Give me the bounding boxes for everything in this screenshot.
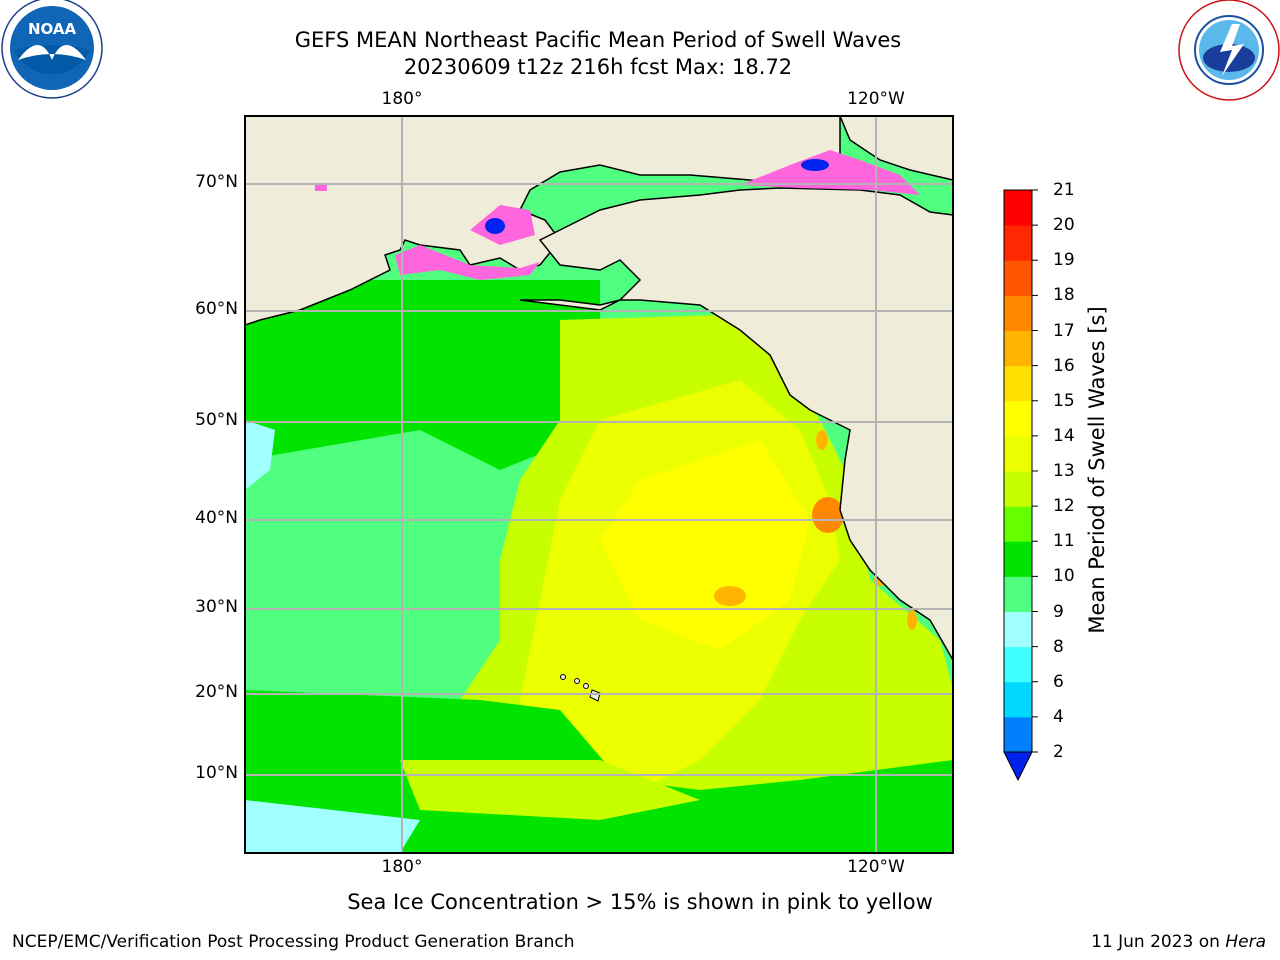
map-title-line1: GEFS MEAN Northeast Pacific Mean Period … (294, 28, 902, 52)
colorbar-tick-label: 13 (1053, 461, 1075, 481)
lat-label-70n: 70°N (195, 172, 238, 192)
colorbar-tick-label: 20 (1053, 215, 1075, 236)
colorbar-segment (1004, 681, 1032, 718)
colorbar-label: Mean Period of Swell Waves [s] (1085, 306, 1109, 634)
nws-logo (1178, 0, 1280, 101)
footer-branch: NCEP/EMC/Verification Post Processing Pr… (12, 932, 575, 952)
colorbar-segment (1004, 646, 1032, 683)
colorbar-tick-label: 10 (1053, 566, 1075, 587)
lat-label-10n: 10°N (195, 763, 238, 783)
footer-date: 11 Jun 2023 on Hera (1091, 932, 1266, 952)
colorbar-segment (1004, 435, 1032, 472)
colorbar-tick-label: 2 (1053, 742, 1064, 762)
colorbar-segment (1004, 260, 1032, 296)
colorbar-tick-label: 6 (1053, 671, 1064, 692)
map-field (245, 116, 953, 853)
colorbar-tick-label: 15 (1053, 390, 1075, 411)
colorbar-segment (1004, 365, 1032, 402)
lat-label-20n: 20°N (195, 682, 238, 702)
map-frame (244, 115, 954, 854)
graticule (245, 116, 953, 853)
colorbar-tick-label: 21 (1053, 180, 1075, 200)
colorbar-tick-label: 11 (1053, 531, 1075, 552)
lat-label-30n: 30°N (195, 597, 238, 617)
colorbar-tick-label: 19 (1053, 250, 1075, 271)
lon-label-bottom-180: 180° (381, 857, 423, 877)
lat-label-40n: 40°N (195, 508, 238, 528)
colorbar-segment (1004, 225, 1032, 261)
colorbar-segment (1004, 506, 1032, 542)
noaa-logo: NOAA (1, 0, 103, 99)
colorbar-segment (1004, 611, 1032, 648)
colorbar-tick-label: 18 (1053, 285, 1075, 306)
colorbar-segment (1004, 295, 1032, 331)
colorbar-tick-label: 12 (1053, 496, 1075, 517)
colorbar-segment (1004, 716, 1032, 753)
lon-label-bottom-120w: 120°W (847, 857, 905, 877)
lon-label-top-120w: 120°W (847, 89, 905, 109)
colorbar-tick-label: 16 (1053, 355, 1075, 376)
colorbar-segment (1004, 190, 1032, 226)
colorbar-tick-label: 4 (1053, 706, 1064, 727)
colorbar-segment (1004, 400, 1032, 437)
colorbar-tick-label: 8 (1053, 636, 1064, 657)
lat-label-50n: 50°N (195, 410, 238, 430)
colorbar-segment (1004, 471, 1032, 507)
map-title-line2: 20230609 t12z 216h fcst Max: 18.72 (403, 55, 793, 79)
colorbar-segment (1004, 330, 1032, 367)
colorbar-segment (1004, 576, 1032, 612)
sea-ice-note: Sea Ice Concentration > 15% is shown in … (347, 890, 933, 914)
colorbar-extend-triangle (1003, 751, 1033, 782)
noaa-logo-text: NOAA (28, 20, 77, 38)
lat-label-60n: 60°N (195, 299, 238, 319)
colorbar-tick-label: 14 (1053, 425, 1075, 446)
footer-date-text: 11 Jun 2023 on (1091, 932, 1226, 952)
colorbar-tick-label: 9 (1053, 601, 1064, 622)
colorbar-tick-label: 17 (1053, 320, 1075, 341)
lon-label-top-180: 180° (381, 89, 423, 109)
colorbar-segment (1004, 541, 1032, 577)
footer-host: Hera (1225, 932, 1266, 952)
colorbar (1003, 189, 1038, 782)
